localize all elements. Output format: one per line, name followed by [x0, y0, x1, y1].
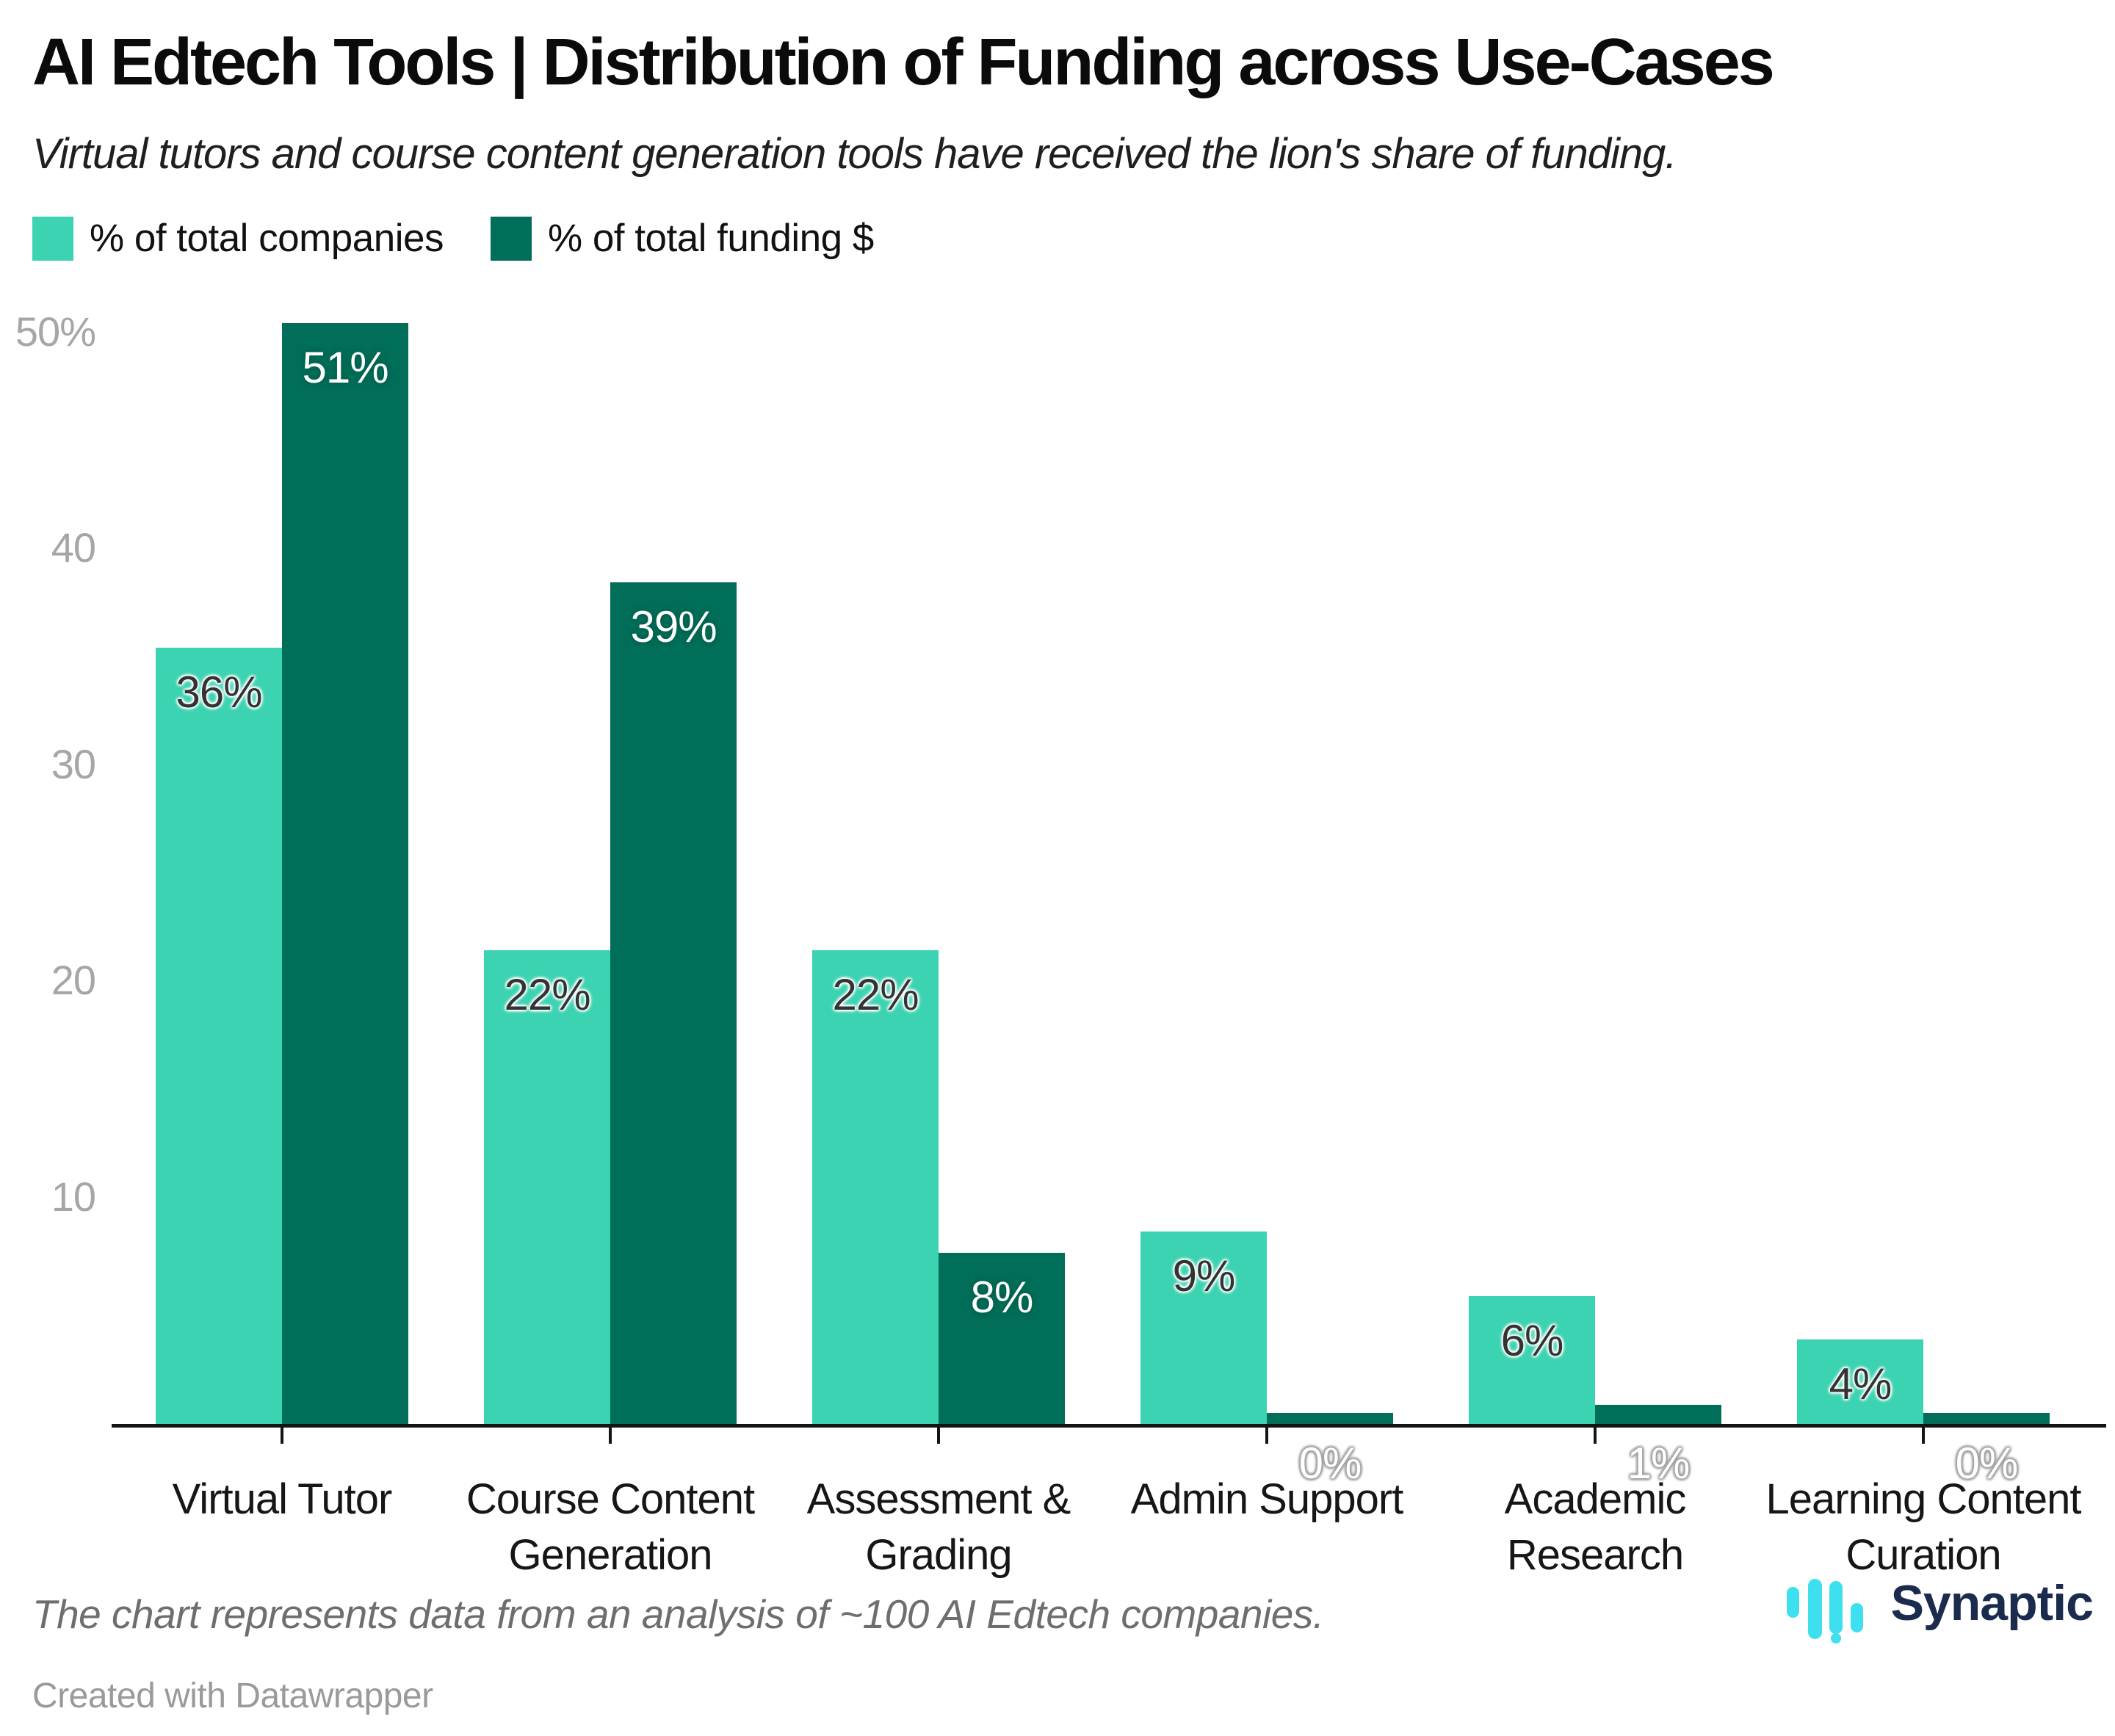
page-subtitle: Virtual tutors and course content genera…: [32, 130, 1677, 178]
y-axis-label: 30: [51, 740, 96, 787]
bar-value-label: 51%: [302, 343, 388, 392]
legend-item-companies: % of total companies: [32, 216, 444, 261]
x-axis-label: Virtual Tutor: [172, 1475, 393, 1523]
bar-value-label: 8%: [970, 1273, 1034, 1322]
bar-value-label: 9%: [1172, 1251, 1236, 1301]
bar-value-label: 22%: [832, 970, 919, 1019]
bar-companies: [1797, 1339, 1923, 1426]
x-axis-tick: [1265, 1426, 1268, 1444]
bar-funding: [610, 582, 737, 1426]
bar-funding: [939, 1253, 1065, 1426]
x-axis-line: [112, 1424, 2106, 1428]
legend: % of total companies % of total funding …: [32, 216, 921, 261]
bar-companies: [484, 950, 610, 1426]
y-axis-label: 20: [51, 957, 96, 1003]
x-axis-label: Learning Content Curation: [1765, 1475, 2082, 1579]
y-axis-label: 40: [51, 524, 96, 571]
bar-value-label: 4%: [1829, 1359, 1892, 1408]
legend-swatch-companies: [32, 216, 73, 261]
bar-value-label: 6%: [1500, 1316, 1564, 1365]
x-axis-label: Course Content Generation: [466, 1475, 755, 1579]
x-axis-label: Admin Support: [1130, 1475, 1404, 1523]
bar-companies: [1140, 1232, 1267, 1426]
bar-funding: [1267, 1413, 1393, 1426]
x-axis-tick: [1594, 1426, 1597, 1444]
bar-companies: [1469, 1296, 1595, 1426]
legend-label-companies: % of total companies: [90, 217, 444, 260]
y-axis-label: 10: [51, 1173, 96, 1220]
bar-value-label: 0%: [1955, 1439, 2019, 1488]
y-axis-label: 50%: [15, 308, 96, 355]
bar-companies: [812, 950, 939, 1426]
x-axis-tick: [609, 1426, 612, 1444]
synaptic-logo: Synaptic: [1782, 1563, 2094, 1643]
x-axis-tick: [1922, 1426, 1925, 1444]
bar-value-label: 39%: [630, 602, 717, 651]
bar-value-label: 0%: [1298, 1439, 1362, 1488]
x-axis-label: Academic Research: [1504, 1475, 1687, 1579]
x-axis-tick: [281, 1426, 283, 1444]
legend-label-funding: % of total funding $: [547, 217, 874, 260]
footer-note: The chart represents data from an analys…: [32, 1591, 1324, 1637]
chart: 50% 40 30 20 10 36% 51% Virtual Tutor 22% 39% Cour…: [0, 284, 2115, 1579]
bar-value-label: 36%: [176, 668, 262, 717]
bar-companies: [156, 648, 282, 1426]
bar-funding: [282, 323, 408, 1426]
legend-swatch-funding: [490, 216, 532, 261]
x-axis-tick: [937, 1426, 940, 1444]
bar-funding: [1595, 1405, 1721, 1426]
synaptic-logo-icon: [1786, 1579, 1863, 1643]
bar-funding: [1923, 1413, 2050, 1426]
legend-item-funding: % of total funding $: [490, 216, 874, 261]
credit-line: Created with Datawrapper: [32, 1677, 433, 1715]
x-axis-label: Assessment & Grading: [806, 1475, 1071, 1579]
synaptic-logo-text: Synaptic: [1890, 1575, 2094, 1631]
bar-value-label: 1%: [1627, 1439, 1691, 1488]
bar-value-label: 22%: [504, 970, 590, 1019]
page-title: AI Edtech Tools | Distribution of Fundin…: [32, 26, 1775, 99]
